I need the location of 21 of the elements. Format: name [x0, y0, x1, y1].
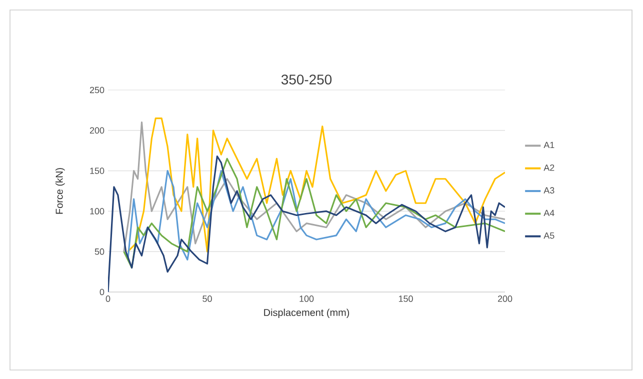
legend-label: A2 [544, 164, 554, 171]
y-axis-title: Force (kN) [55, 168, 65, 214]
y-tick-label: 100 [90, 208, 104, 214]
legend-label: A3 [544, 187, 554, 194]
x-tick-label: 100 [300, 296, 314, 302]
legend-label: A5 [544, 232, 554, 239]
y-tick-label: 200 [90, 127, 104, 134]
x-tick-label: 50 [202, 296, 212, 302]
x-tick-label: 200 [498, 296, 512, 302]
line-series [123, 158, 506, 269]
chart-title: 350-250 [281, 74, 332, 84]
x-tick-label: 150 [398, 296, 413, 302]
x-tick-label: 0 [106, 296, 110, 302]
y-tick-label: 150 [90, 168, 104, 174]
x-axis-title: Displacement (mm) [264, 308, 350, 318]
y-tick-label: 250 [90, 86, 104, 94]
line-series [127, 170, 506, 260]
legend-label: A1 [544, 142, 554, 148]
y-tick-label: 0 [100, 288, 104, 296]
legend-label: A4 [544, 210, 554, 216]
y-tick-label: 50 [94, 248, 104, 255]
